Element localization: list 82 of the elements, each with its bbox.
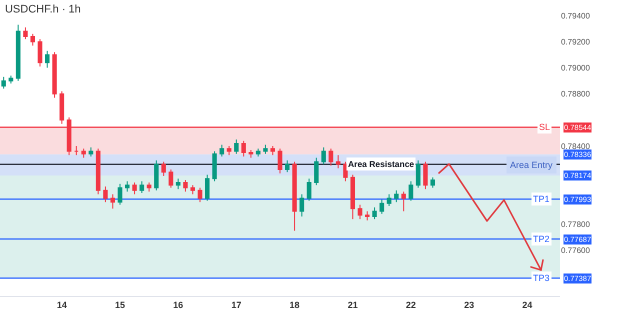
x-tick-label: 18 (290, 300, 300, 310)
candlestick (132, 182, 137, 195)
candlestick (306, 178, 312, 202)
candlestick (176, 178, 180, 190)
candlestick (110, 194, 116, 210)
candlestick (103, 186, 108, 203)
candlestick (81, 148, 86, 158)
candlestick (88, 146, 94, 157)
candlestick (394, 190, 399, 203)
candlestick (38, 38, 42, 67)
candlestick (60, 90, 64, 124)
ref-line-label: TP3 (533, 273, 550, 283)
band-label: Area Entry (510, 160, 554, 170)
x-tick-label: 14 (56, 300, 67, 310)
candlestick (430, 176, 436, 188)
candlestick (284, 160, 290, 173)
ref-line-label: TP1 (533, 194, 550, 204)
candlestick (226, 146, 232, 156)
candlestick (372, 206, 377, 220)
candlestick (278, 148, 282, 174)
candlestick (292, 161, 297, 232)
candlestick (74, 146, 79, 156)
candlestick (343, 161, 348, 182)
candlestick (204, 174, 210, 202)
candlestick (146, 182, 152, 192)
candlestick (416, 160, 420, 188)
candlestick (300, 194, 304, 217)
candlestick (358, 204, 362, 220)
x-tick-label: 17 (231, 300, 242, 310)
candlestick (263, 144, 268, 154)
y-tick-label: 0.78400 (561, 142, 590, 151)
candlestick (198, 187, 202, 203)
candlestick (23, 26, 28, 40)
candlestick (212, 150, 217, 182)
x-tick-label: 23 (464, 300, 474, 310)
y-tick-label: 0.79200 (561, 38, 590, 47)
candlestick (350, 174, 356, 220)
candlestick (423, 161, 428, 190)
y-tick-label: 0.77800 (561, 220, 590, 230)
candlestick (96, 148, 100, 195)
candlestick (321, 146, 326, 165)
candlestick (44, 50, 50, 68)
candlestick (52, 52, 57, 98)
candlestick (328, 148, 334, 166)
ref-line-label: Area Resistance (348, 159, 414, 169)
y-tick-label: 0.77600 (561, 246, 590, 256)
candlestick (241, 140, 246, 157)
candlestick (154, 160, 159, 191)
x-tick-label: 15 (114, 300, 126, 310)
x-tick-label: 24 (522, 300, 532, 310)
candlestick (8, 75, 14, 84)
candlestick (401, 191, 406, 212)
y-tick-label: 0.78800 (561, 90, 590, 99)
candlestick (183, 179, 188, 192)
candlestick (1, 76, 6, 90)
x-tick-label: 16 (173, 300, 184, 310)
ref-line-label: SL (539, 122, 550, 132)
candlestick (140, 180, 144, 194)
candlestick (386, 194, 392, 207)
ref-line-label: TP2 (533, 234, 550, 244)
candlestick (408, 180, 414, 202)
candlestick (220, 144, 224, 157)
candlestick (30, 33, 36, 46)
candlestick (270, 146, 276, 156)
x-tick-label: 21 (348, 300, 358, 310)
candlestick (364, 210, 370, 221)
candlestick (336, 154, 340, 169)
candlestick (256, 148, 260, 157)
y-tick-label: 0.79400 (561, 11, 590, 20)
candlestick (16, 24, 20, 82)
candlestick (118, 183, 122, 206)
candlestick (234, 139, 239, 154)
candlestick (314, 157, 319, 186)
candlestick (190, 184, 196, 195)
candlestick (168, 169, 174, 188)
y-tick-label: 0.79000 (561, 64, 590, 73)
chart-title: USDCHF.h · 1h (4, 3, 81, 16)
candlestick (248, 149, 254, 158)
x-tick-label: 22 (406, 300, 416, 310)
candlestick (380, 199, 384, 214)
candlestick (161, 161, 166, 177)
candlestick (124, 180, 130, 192)
